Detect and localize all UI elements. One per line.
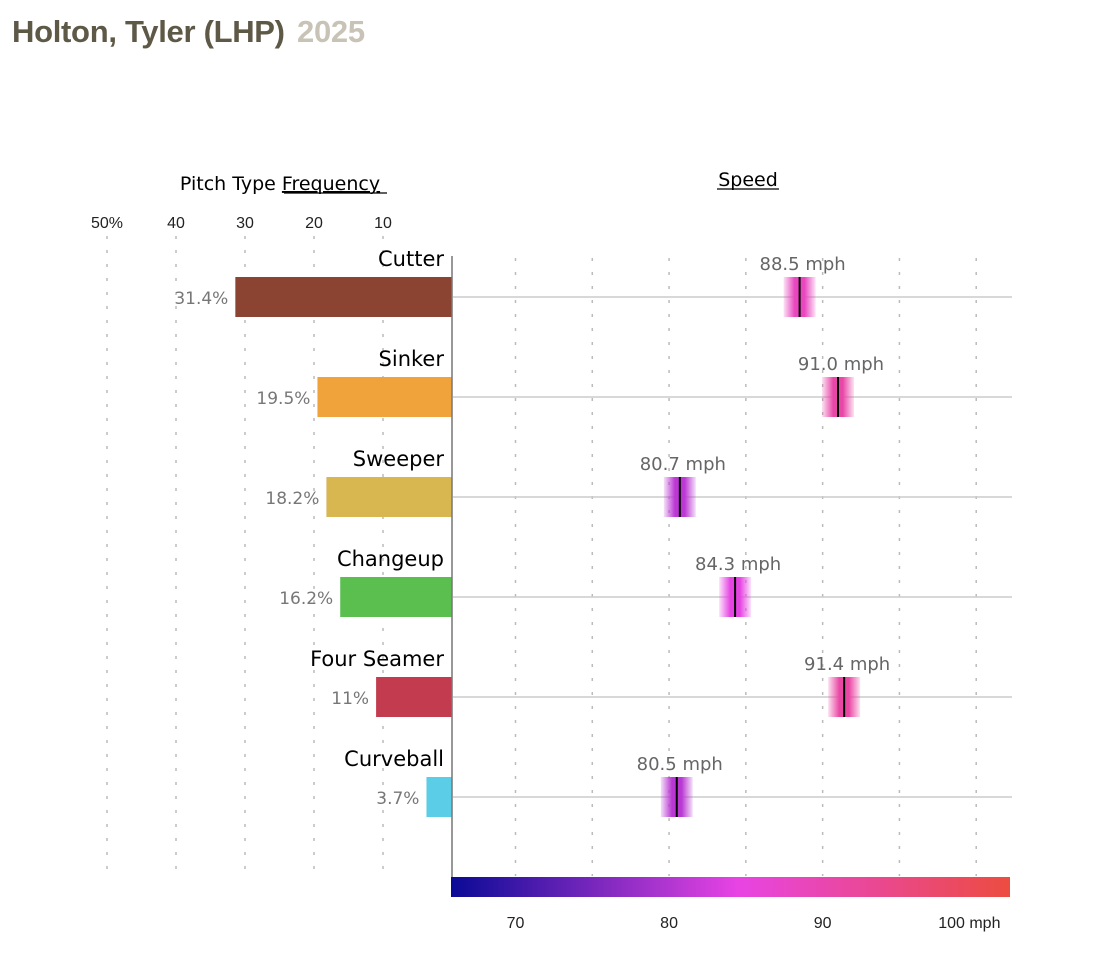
frequency-value-label: 3.7% bbox=[376, 789, 419, 809]
pitch-type-label: Curveball bbox=[344, 747, 444, 771]
frequency-bar[interactable] bbox=[326, 477, 452, 517]
frequency-tick-label: 40 bbox=[167, 215, 185, 232]
speed-tick-label: 100 mph bbox=[938, 915, 1000, 932]
speed-value-label: 80.5 mph bbox=[637, 754, 723, 775]
frequency-bar[interactable] bbox=[235, 277, 452, 317]
speed-tick-label: 90 bbox=[814, 915, 832, 932]
frequency-axis-ticks: 50% 40 30 20 10 bbox=[91, 215, 392, 232]
frequency-bar[interactable] bbox=[426, 777, 452, 817]
speed-value-label: 88.5 mph bbox=[760, 254, 846, 275]
page-title: Holton, Tyler (LHP) 2025 bbox=[12, 14, 365, 50]
pitch-type-label: Cutter bbox=[378, 247, 444, 271]
frequency-value-label: 11% bbox=[331, 689, 369, 709]
season-year: 2025 bbox=[297, 14, 365, 49]
frequency-bar[interactable] bbox=[376, 677, 452, 717]
frequency-value-label: 18.2% bbox=[265, 489, 319, 509]
player-name: Holton, Tyler (LHP) bbox=[12, 14, 285, 49]
frequency-tick-label: 20 bbox=[305, 215, 323, 232]
speed-row-lines bbox=[453, 296, 1012, 798]
pitch-type-label: Sinker bbox=[379, 347, 445, 371]
speed-gridlines bbox=[514, 258, 977, 876]
speed-axis-ticks: 70 80 90 100 mph bbox=[507, 915, 1001, 932]
frequency-tick-label: 10 bbox=[374, 215, 392, 232]
frequency-value-label: 16.2% bbox=[279, 589, 333, 609]
frequency-value-label: 31.4% bbox=[174, 289, 228, 309]
speed-value-label: 91.4 mph bbox=[804, 654, 890, 675]
speed-colorscale bbox=[451, 877, 1010, 897]
speed-title[interactable]: Speed bbox=[718, 169, 778, 191]
frequency-title: Pitch Type Frequency bbox=[180, 173, 380, 195]
pitch-type-label: Changeup bbox=[337, 547, 444, 571]
speed-markers: 88.5 mph 91.0 mph 80.7 mph 84.3 mph 91.4 mph… bbox=[637, 254, 890, 817]
pitch-type-label: Sweeper bbox=[353, 447, 445, 471]
pitch-type-label: Four Seamer bbox=[310, 647, 444, 671]
frequency-title-link[interactable]: Frequency bbox=[282, 173, 380, 195]
speed-value-label: 80.7 mph bbox=[640, 454, 726, 475]
frequency-bars: Cutter 31.4% Sinker 19.5% Sweeper 18.2% Change… bbox=[174, 247, 452, 817]
speed-value-label: 91.0 mph bbox=[798, 354, 884, 375]
frequency-tick-label: 50% bbox=[91, 215, 123, 232]
frequency-tick-label: 30 bbox=[236, 215, 254, 232]
frequency-value-label: 19.5% bbox=[256, 389, 310, 409]
speed-tick-label: 70 bbox=[507, 915, 525, 932]
frequency-bar[interactable] bbox=[317, 377, 452, 417]
frequency-bar[interactable] bbox=[340, 577, 452, 617]
speed-value-label: 84.3 mph bbox=[695, 554, 781, 575]
speed-tick-label: 80 bbox=[660, 915, 678, 932]
